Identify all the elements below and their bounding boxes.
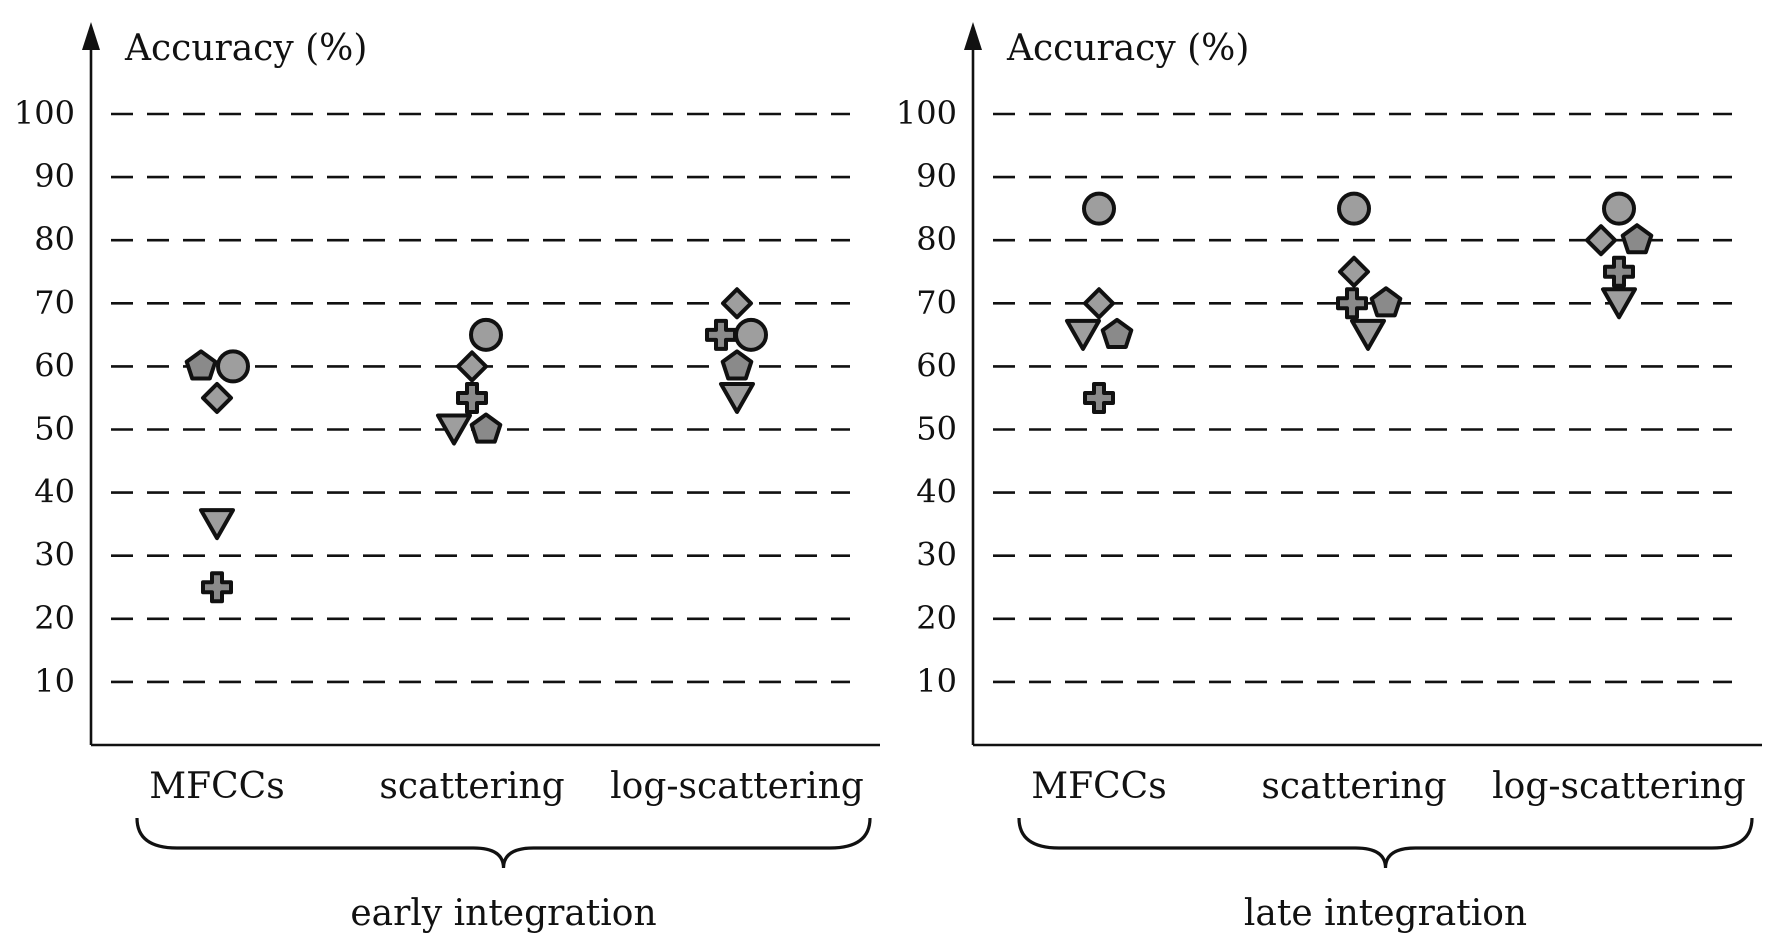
y-axis-arrow <box>964 22 982 50</box>
y-tick-label: 50 <box>916 410 957 448</box>
data-point-circle <box>1082 191 1116 226</box>
data-point-pentagon <box>184 349 218 381</box>
y-tick-label: 60 <box>916 346 957 384</box>
x-tick-label: log-scattering <box>1492 766 1746 807</box>
chart-panel-1: 10 20 30 40 50 60 70 80 90 100 Accuracy (%) MFCCs sc… <box>14 22 880 934</box>
y-tick-label: 70 <box>916 283 957 321</box>
chart-panel-2: 10 20 30 40 50 60 70 80 90 100 Accuracy (%) MFCCs sc… <box>896 22 1762 934</box>
data-point-diamond <box>201 381 233 414</box>
data-point-diamond <box>1585 224 1617 257</box>
group-label: late integration <box>1244 893 1527 934</box>
x-tick-label: scattering <box>379 766 564 807</box>
y-tick-label: 40 <box>34 473 75 511</box>
data-point-diamond <box>1338 255 1370 288</box>
data-point-cross <box>1336 287 1368 320</box>
data-point-circle <box>1602 191 1636 226</box>
group-brace <box>1017 817 1754 869</box>
y-axis-label: Accuracy (%) <box>124 28 367 69</box>
data-point-circle <box>1337 191 1371 226</box>
data-point-cross <box>1083 381 1115 414</box>
x-tick-label: scattering <box>1261 766 1446 807</box>
data-point-diamond <box>721 287 753 320</box>
data-point-pentagon <box>469 412 503 444</box>
y-tick-label: 70 <box>34 283 75 321</box>
data-point-pentagon <box>720 349 754 381</box>
data-point-triangle-down <box>1065 318 1101 351</box>
y-tick-label: 30 <box>916 536 957 574</box>
y-tick-label: 100 <box>14 94 75 132</box>
data-point-pentagon <box>1369 286 1403 318</box>
y-tick-label: 10 <box>34 662 75 700</box>
y-tick-label: 60 <box>34 346 75 384</box>
y-tick-label: 30 <box>34 536 75 574</box>
data-point-pentagon <box>1620 223 1654 255</box>
x-tick-label: MFCCs <box>149 766 284 807</box>
data-point-circle <box>469 317 503 352</box>
data-point-triangle-down <box>1350 318 1386 351</box>
y-tick-label: 20 <box>34 599 75 637</box>
data-point-cross <box>705 318 737 351</box>
y-tick-label: 90 <box>916 157 957 195</box>
data-point-triangle-down <box>719 381 755 414</box>
data-point-pentagon <box>1100 317 1134 349</box>
y-tick-label: 100 <box>896 94 957 132</box>
y-tick-label: 50 <box>34 410 75 448</box>
y-tick-label: 80 <box>34 220 75 258</box>
y-axis-arrow <box>82 22 100 50</box>
data-point-cross <box>1603 255 1635 288</box>
y-tick-label: 10 <box>916 662 957 700</box>
group-label: early integration <box>350 893 656 934</box>
y-tick-label: 90 <box>34 157 75 195</box>
data-point-triangle-down <box>1601 287 1637 320</box>
x-tick-label: log-scattering <box>610 766 864 807</box>
x-tick-label: MFCCs <box>1031 766 1166 807</box>
y-tick-label: 20 <box>916 599 957 637</box>
data-point-circle <box>734 317 768 352</box>
y-tick-label: 80 <box>916 220 957 258</box>
data-point-cross <box>201 571 233 604</box>
data-point-triangle-down <box>436 413 472 446</box>
data-point-cross <box>456 381 488 414</box>
y-tick-label: 40 <box>916 473 957 511</box>
data-point-diamond <box>1083 287 1115 320</box>
data-point-diamond <box>456 350 488 383</box>
data-point-circle <box>216 349 250 384</box>
data-point-triangle-down <box>199 508 235 541</box>
y-axis-label: Accuracy (%) <box>1006 28 1249 69</box>
group-brace <box>135 817 872 869</box>
